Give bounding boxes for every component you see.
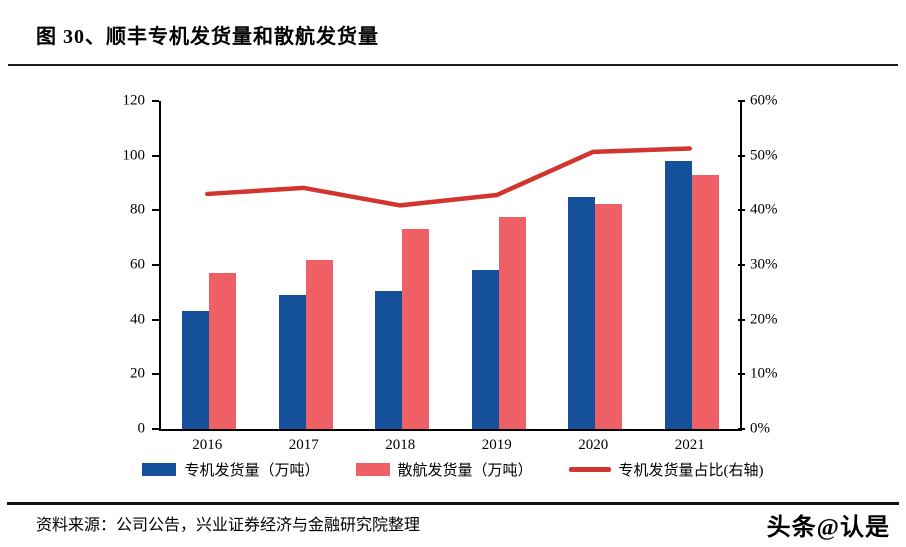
right-axis-tick — [738, 154, 745, 157]
bar-series1-2020 — [568, 196, 596, 429]
x-axis-tick-label: 2019 — [481, 437, 512, 453]
bar-series2-2019 — [498, 217, 526, 429]
left-axis-tick-label: 60 — [130, 256, 145, 273]
bar-series2-2020 — [595, 203, 623, 429]
plot-area — [159, 101, 742, 431]
left-axis-tick — [152, 318, 159, 321]
x-axis-tick-label: 2018 — [385, 437, 416, 453]
left-axis-tick — [152, 209, 159, 212]
left-axis-tick-label: 0 — [137, 420, 146, 437]
legend-label: 专机发货量占比(右轴) — [618, 463, 764, 479]
right-axis-tick-label: 10% — [750, 365, 778, 382]
footer-divider — [7, 502, 899, 505]
right-axis-tick — [738, 209, 745, 212]
legend-item-2: 散航发货量（万吨） — [355, 459, 533, 480]
right-axis-tick-label: 40% — [750, 201, 778, 218]
left-axis-tick-label: 40 — [130, 311, 145, 328]
legend-item-3: 专机发货量占比(右轴) — [568, 459, 764, 480]
bar-series2-2018 — [402, 229, 430, 429]
right-axis-tick — [738, 373, 745, 376]
figure-title: 图 30、顺丰专机发货量和散航发货量 — [36, 26, 379, 48]
left-axis-tick — [152, 428, 159, 430]
x-axis-tick-label: 2021 — [674, 437, 705, 453]
left-axis-tick-label: 120 — [122, 92, 146, 109]
bar-series2-2017 — [305, 259, 333, 429]
bar-series1-2017 — [278, 295, 306, 429]
right-axis-tick-label: 30% — [750, 256, 778, 273]
bar-series1-2021 — [664, 161, 692, 429]
bar-series1-2018 — [375, 290, 403, 429]
legend-line-swatch — [568, 467, 611, 472]
left-axis-tick — [152, 154, 159, 157]
right-axis-tick-label: 60% — [750, 92, 778, 109]
legend-label: 专机发货量（万吨） — [184, 463, 320, 479]
legend-bar-swatch — [355, 463, 390, 476]
legend: 专机发货量（万吨） 散航发货量（万吨） 专机发货量占比(右轴) — [0, 459, 906, 480]
title-divider — [8, 64, 898, 66]
right-axis-tick-label: 50% — [750, 147, 778, 164]
right-axis-tick — [738, 428, 745, 430]
x-axis-tick-label: 2020 — [578, 437, 609, 453]
bar-series2-2016 — [209, 273, 237, 429]
legend-bar-swatch — [142, 463, 177, 476]
left-axis-tick — [152, 264, 159, 266]
right-axis-tick — [738, 100, 745, 102]
left-axis-tick-label: 100 — [122, 147, 146, 164]
right-axis-tick-label: 0% — [750, 420, 770, 437]
left-axis-tick-label: 20 — [130, 365, 145, 382]
bar-series1-2016 — [182, 311, 210, 429]
right-axis-tick — [738, 264, 745, 266]
watermark: 头条@认是 — [766, 515, 890, 541]
left-axis-tick — [152, 100, 159, 102]
source-note: 资料来源：公司公告，兴业证券经济与金融研究院整理 — [36, 517, 421, 534]
bar-series2-2021 — [691, 174, 719, 429]
right-axis-tick-label: 20% — [750, 311, 778, 328]
right-axis-tick — [738, 318, 745, 321]
bar-series1-2019 — [471, 270, 499, 429]
legend-item-1: 专机发货量（万吨） — [142, 459, 320, 480]
legend-label: 散航发货量（万吨） — [397, 463, 533, 479]
x-axis-tick-label: 2017 — [288, 437, 319, 453]
x-axis-tick-label: 2016 — [192, 437, 223, 453]
left-axis-tick — [152, 373, 159, 376]
left-axis-tick-label: 80 — [130, 201, 145, 218]
